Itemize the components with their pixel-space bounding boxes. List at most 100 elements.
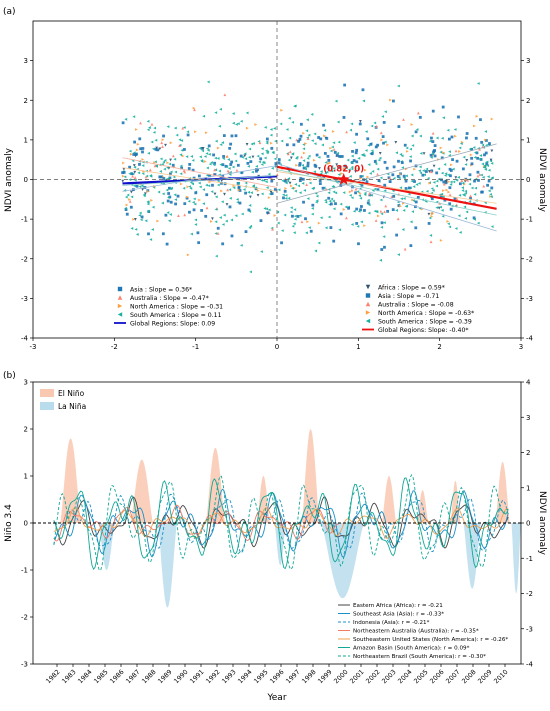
data-point [449, 207, 453, 211]
data-point [446, 128, 450, 132]
data-point [237, 188, 241, 192]
data-point [223, 93, 227, 97]
data-point [376, 167, 380, 171]
data-point [132, 217, 136, 221]
data-point [300, 220, 304, 224]
data-point [380, 248, 384, 251]
x-tick-label: 1 [356, 343, 360, 351]
data-point [402, 174, 406, 178]
data-point [403, 247, 407, 251]
data-point [130, 195, 134, 199]
data-point [218, 124, 221, 128]
data-point [357, 209, 361, 213]
legend-label: Asia : Slope = 0.36* [130, 286, 192, 293]
data-point [379, 176, 383, 180]
data-point [469, 153, 473, 157]
data-point [392, 176, 396, 180]
data-point [431, 109, 435, 113]
data-point [315, 199, 319, 203]
data-point [273, 157, 277, 161]
legend-label: La Niña [58, 402, 86, 411]
data-point [433, 144, 437, 147]
data-point [264, 180, 268, 184]
data-point [212, 163, 216, 167]
data-point [488, 142, 491, 145]
data-point [332, 190, 336, 194]
data-point [281, 179, 285, 183]
data-point [225, 165, 229, 169]
data-point [484, 138, 487, 142]
data-point [146, 202, 150, 206]
data-point [370, 152, 374, 156]
data-point [141, 164, 145, 167]
data-point [304, 217, 307, 221]
data-point [449, 183, 453, 186]
data-point [191, 158, 195, 162]
data-point [220, 200, 224, 204]
y-tick-label: 0 [24, 520, 28, 528]
data-point [318, 182, 322, 186]
trend-line [122, 157, 278, 188]
data-point [277, 161, 281, 165]
data-point [169, 141, 173, 145]
data-point [446, 220, 450, 223]
data-point [138, 137, 142, 141]
data-point [399, 186, 403, 190]
data-point [230, 234, 234, 238]
data-point [158, 175, 162, 179]
data-point [214, 111, 218, 115]
legend-label: Northeastern Australia (Australia): r = … [353, 629, 479, 635]
data-point [235, 168, 239, 172]
data-point [161, 232, 165, 236]
data-point [247, 155, 251, 159]
data-point [429, 153, 433, 157]
y-tick-label-right: 3 [526, 57, 530, 65]
data-point [370, 149, 374, 153]
data-point [378, 156, 382, 160]
data-point [485, 160, 489, 164]
data-point [200, 209, 204, 212]
data-point [371, 169, 375, 173]
data-point [417, 181, 421, 185]
data-point [263, 156, 267, 160]
data-point [194, 130, 197, 134]
data-point [379, 209, 383, 213]
y-tick-label: 2 [24, 97, 28, 105]
data-point [363, 191, 367, 195]
data-point [225, 203, 229, 206]
data-point [192, 197, 196, 201]
data-point [139, 147, 143, 151]
data-point [171, 163, 175, 167]
data-point [193, 202, 197, 206]
data-point [392, 165, 396, 169]
data-point [350, 154, 354, 158]
data-point [167, 219, 171, 223]
legend-marker [365, 293, 371, 298]
data-point [466, 178, 470, 182]
data-point [328, 161, 332, 165]
data-point [332, 141, 336, 145]
data-point [310, 112, 314, 116]
y-tick-label-right: 4 [526, 379, 531, 387]
legend-label: Southeastern United States (North Americ… [353, 637, 508, 643]
data-point [150, 122, 154, 126]
data-point [458, 193, 462, 197]
data-point [244, 191, 247, 195]
data-point [363, 224, 367, 228]
data-point [214, 220, 218, 224]
data-point [383, 183, 387, 187]
data-point [356, 224, 360, 228]
data-point [273, 214, 277, 217]
data-point [131, 174, 135, 178]
el-nino-area [205, 447, 225, 523]
data-point [145, 174, 149, 178]
data-point [388, 180, 392, 183]
data-point [352, 141, 356, 144]
data-point [444, 179, 448, 183]
data-point [433, 154, 437, 158]
data-point [158, 147, 162, 151]
data-point [163, 167, 166, 171]
data-point [342, 167, 346, 170]
data-point [386, 209, 390, 213]
data-point [343, 83, 347, 87]
